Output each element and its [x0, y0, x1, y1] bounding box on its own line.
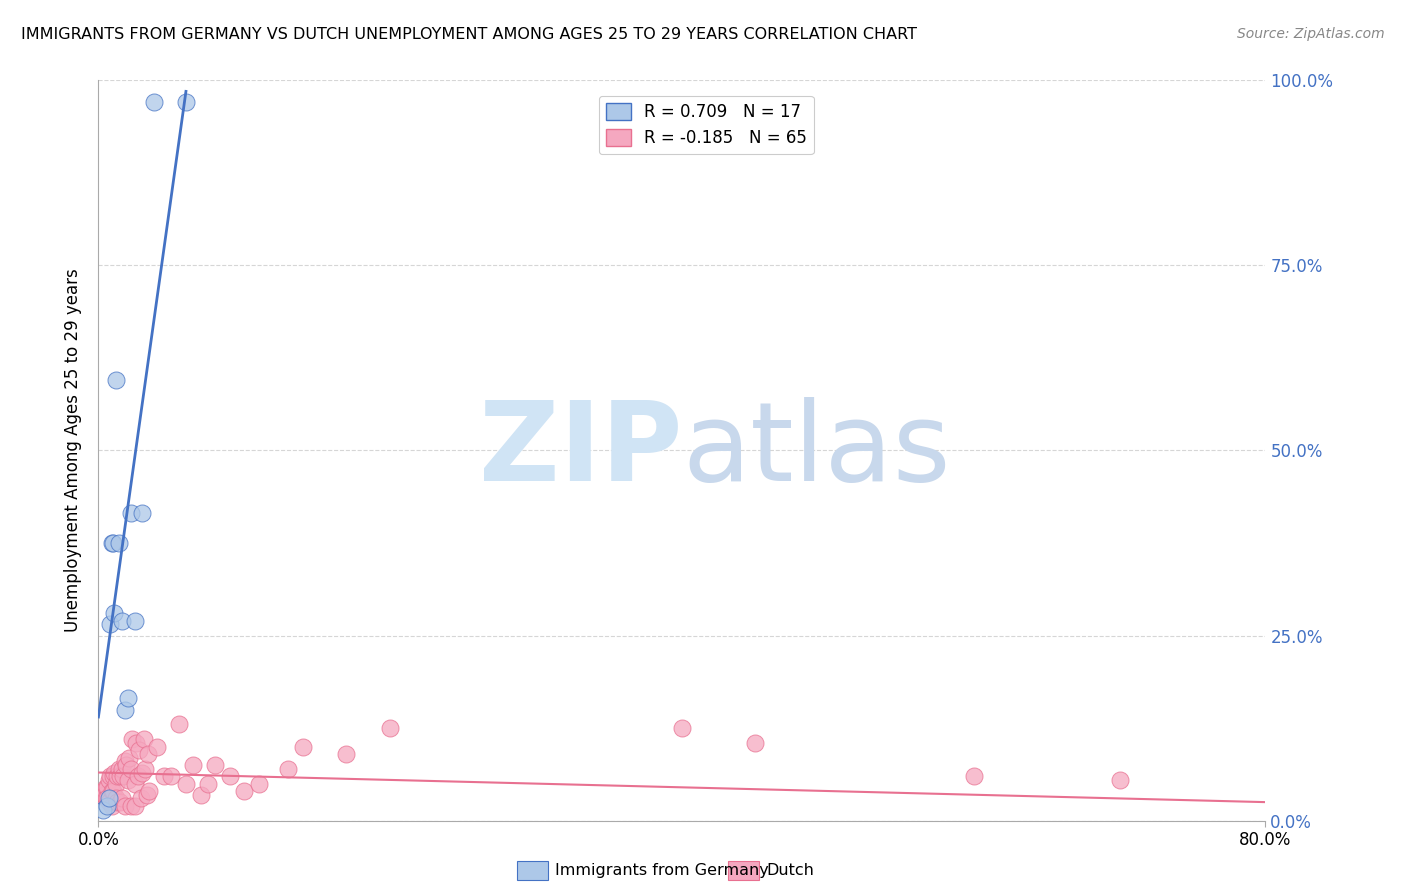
Point [218, 769, 240, 783]
Text: Source: ZipAtlas.com: Source: ZipAtlas.com [1237, 27, 1385, 41]
Point [138, 784, 160, 798]
Point [93, 788, 115, 802]
Point [96, 780, 118, 795]
Point [335, 747, 357, 761]
Point [94, 791, 117, 805]
Point [121, 732, 143, 747]
Point [94, 780, 117, 795]
Point [97, 791, 120, 805]
Point [291, 739, 314, 754]
Point [131, 507, 153, 521]
Point [167, 717, 190, 731]
Point [96, 798, 118, 813]
Legend: R = 0.709   N = 17, R = -0.185   N = 65: R = 0.709 N = 17, R = -0.185 N = 65 [599, 96, 814, 154]
Point [114, 798, 136, 813]
Point [380, 721, 402, 735]
Point [97, 772, 120, 787]
Point [671, 721, 693, 735]
Point [101, 536, 124, 550]
Text: Immigrants from Germany: Immigrants from Germany [555, 863, 769, 878]
Point [120, 507, 142, 521]
Point [131, 765, 153, 780]
Text: IMMIGRANTS FROM GERMANY VS DUTCH UNEMPLOYMENT AMONG AGES 25 TO 29 YEARS CORRELAT: IMMIGRANTS FROM GERMANY VS DUTCH UNEMPLO… [21, 27, 917, 42]
Point [105, 795, 128, 809]
Point [120, 798, 142, 813]
Point [125, 736, 148, 750]
Point [136, 747, 159, 761]
Point [115, 758, 138, 772]
Point [160, 769, 183, 783]
Point [111, 762, 134, 776]
Point [118, 750, 141, 764]
Point [124, 614, 146, 628]
Point [1108, 772, 1130, 787]
Point [108, 536, 131, 550]
Point [247, 776, 270, 791]
Point [128, 743, 150, 757]
Point [146, 739, 169, 754]
Point [124, 798, 146, 813]
Point [110, 769, 132, 783]
Point [97, 795, 120, 809]
Point [142, 95, 165, 110]
Point [104, 791, 127, 805]
Point [103, 607, 125, 621]
Point [100, 536, 122, 550]
Point [96, 791, 118, 805]
Text: ZIP: ZIP [478, 397, 682, 504]
Point [135, 788, 157, 802]
Point [233, 784, 256, 798]
Point [111, 614, 134, 628]
Point [132, 732, 155, 747]
Point [153, 769, 176, 783]
Point [197, 776, 219, 791]
Point [174, 95, 197, 110]
Point [124, 776, 146, 791]
Point [90, 788, 112, 802]
Point [181, 758, 204, 772]
Point [103, 765, 125, 780]
Point [111, 791, 134, 805]
Point [105, 769, 128, 783]
Point [110, 795, 132, 809]
Point [127, 769, 149, 783]
Point [98, 769, 121, 783]
Point [91, 784, 114, 798]
Point [91, 803, 114, 817]
Point [744, 736, 766, 750]
Point [104, 373, 127, 387]
Point [98, 617, 121, 632]
Y-axis label: Unemployment Among Ages 25 to 29 years: Unemployment Among Ages 25 to 29 years [65, 268, 83, 632]
Point [100, 784, 122, 798]
Point [204, 758, 226, 772]
Text: Dutch: Dutch [766, 863, 814, 878]
Point [100, 798, 122, 813]
Point [962, 769, 984, 783]
Point [112, 769, 135, 783]
Point [129, 791, 152, 805]
Point [114, 755, 136, 769]
Point [101, 784, 124, 798]
Point [117, 772, 139, 787]
Point [190, 788, 212, 802]
Text: atlas: atlas [682, 397, 950, 504]
Point [104, 776, 127, 791]
Point [277, 762, 299, 776]
Point [174, 776, 197, 791]
Point [114, 703, 136, 717]
Point [101, 769, 124, 783]
Point [117, 691, 139, 706]
Point [120, 762, 142, 776]
Point [108, 762, 131, 776]
Point [134, 762, 156, 776]
